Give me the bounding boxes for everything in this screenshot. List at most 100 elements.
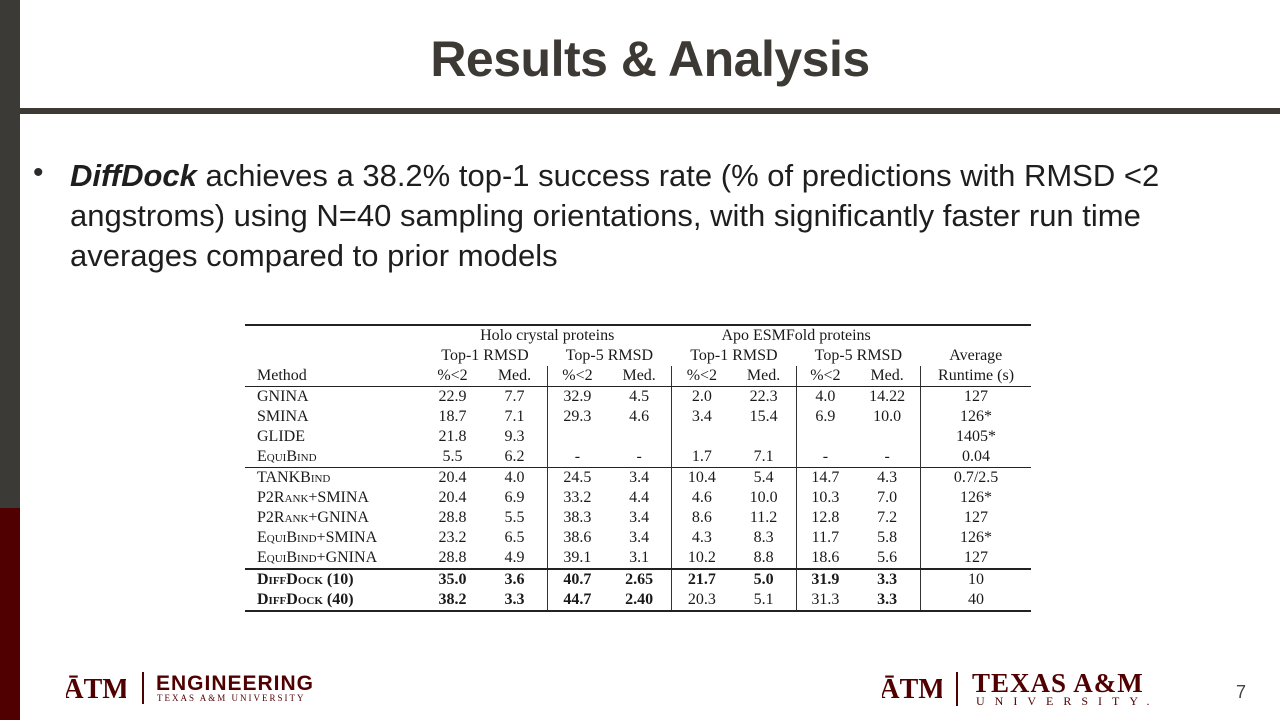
table-group-header-row: Holo crystal proteins Apo ESMFold protei… <box>245 324 1031 346</box>
value-cell: 3.4 <box>671 407 732 427</box>
value-cell: 24.5 <box>546 467 608 488</box>
slide-title: Results & Analysis <box>430 31 870 87</box>
footer-divider-right <box>956 672 958 706</box>
value-cell: 20.3 <box>671 590 732 612</box>
tamu-subtitle: UNIVERSITY. <box>976 694 1160 708</box>
value-cell: 40 <box>920 590 1031 612</box>
value-cell: 4.3 <box>854 467 921 488</box>
table-row: DiffDock (40) 38.2 3.3 44.7 2.40 20.3 5.1 31.3 3… <box>245 590 1031 612</box>
value-cell: 3.1 <box>629 549 650 566</box>
column-header-method: Method <box>245 366 423 387</box>
atm-logo-text: ĀTM <box>882 674 942 704</box>
method-cell: GNINA <box>257 388 309 405</box>
value-cell: 20.4 <box>438 489 467 506</box>
value-cell: 6.9 <box>504 489 525 506</box>
value-cell <box>732 427 797 447</box>
table-subheader-row: Top-1 RMSD Top-5 RMSD Top-1 RMSD Top-5 R… <box>245 346 1031 366</box>
tamu-wordmark: TEXAS A&M <box>972 668 1144 698</box>
column-header: Med. <box>607 366 672 387</box>
table-row: DiffDock (10) 35.0 3.6 40.7 2.65 21.7 5.0 31.9 3… <box>245 568 1031 590</box>
value-cell: - <box>546 447 608 468</box>
value-cell: 33.2 <box>546 488 608 508</box>
value-cell: 4.4 <box>629 489 650 506</box>
value-cell: 8.6 <box>671 508 732 528</box>
value-cell: 39.1 <box>546 548 608 569</box>
value-cell: 4.0 <box>795 386 855 407</box>
value-cell: 10.3 <box>795 488 855 508</box>
value-cell: 11.7 <box>795 528 855 548</box>
value-cell: 10 <box>920 568 1031 590</box>
column-header: Med. <box>731 366 797 387</box>
atm-logo-icon: ĀTM <box>66 674 126 704</box>
value-cell: 28.8 <box>438 509 467 526</box>
value-cell: 127 <box>920 386 1031 407</box>
value-cell: 21.7 <box>671 568 732 590</box>
table-row: GLIDE 21.8 9.3 1405* <box>245 427 1031 447</box>
value-cell: 11.2 <box>749 509 778 526</box>
footer-divider-left <box>142 672 144 704</box>
value-cell: 10.4 <box>671 467 732 488</box>
method-cell: DiffDock (10) <box>245 568 423 590</box>
engineering-subtitle: TEXAS A&M UNIVERSITY <box>157 693 306 703</box>
value-cell: 10.2 <box>671 548 732 569</box>
column-header: %<2 <box>422 366 483 387</box>
value-cell: - <box>636 448 642 465</box>
value-cell: 5.5 <box>504 509 525 526</box>
value-cell: 22.3 <box>749 388 778 405</box>
method-cell: SMINA <box>257 408 309 425</box>
value-cell: 29.3 <box>546 407 608 427</box>
value-cell: 6.2 <box>504 448 525 465</box>
bullet-point: • DiffDock achieves a 38.2% top-1 succes… <box>30 156 1250 276</box>
value-cell: 126* <box>920 528 1031 548</box>
group-header-holo: Holo crystal proteins <box>422 324 672 346</box>
method-cell: EquiBind <box>257 448 317 465</box>
bullet-body: achieves a 38.2% top-1 success rate (% o… <box>70 158 1160 273</box>
value-cell: 4.0 <box>482 467 548 488</box>
value-cell <box>671 427 732 447</box>
value-cell: 2.0 <box>671 386 732 407</box>
table-row: TANKBind 20.4 4.0 24.5 3.4 10.4 5.4 14.7 4.3 0.7/… <box>245 467 1031 488</box>
value-cell: 3.3 <box>482 590 548 612</box>
value-cell: 0.04 <box>920 447 1031 468</box>
value-cell: 127 <box>920 548 1031 569</box>
value-cell: 3.3 <box>854 568 921 590</box>
atm-logo-text: ĀTM <box>66 674 126 704</box>
value-cell: 2.65 <box>607 568 672 590</box>
method-cell: GLIDE <box>257 428 305 445</box>
value-cell: 126* <box>920 407 1031 427</box>
subheader-holo-top1: Top-1 RMSD <box>441 347 529 364</box>
value-cell: 31.9 <box>795 568 855 590</box>
value-cell: 7.7 <box>504 388 525 405</box>
value-cell: 10.0 <box>749 489 778 506</box>
subheader-apo-top1: Top-1 RMSD <box>690 347 778 364</box>
value-cell: 44.7 <box>546 590 608 612</box>
value-cell: 3.6 <box>482 568 548 590</box>
table-row: EquiBind+GNINA 28.8 4.9 39.1 3.1 10.2 8.8 18.6 5… <box>245 548 1031 569</box>
value-cell: 5.0 <box>731 568 797 590</box>
method-cell: DiffDock (40) <box>245 590 423 612</box>
value-cell: 5.6 <box>877 549 898 566</box>
column-header: Med. <box>854 366 921 387</box>
bullet-icon: • <box>33 156 44 189</box>
value-cell: 31.3 <box>795 590 855 612</box>
value-cell: 38.2 <box>422 590 483 612</box>
column-header: %<2 <box>671 366 732 387</box>
value-cell: 28.8 <box>438 549 467 566</box>
table-row: P2Rank+SMINA 20.4 6.9 33.2 4.4 4.6 10.0 10.3 7.0… <box>245 488 1031 508</box>
value-cell <box>546 427 608 447</box>
value-cell: 12.8 <box>795 508 855 528</box>
value-cell: 2.40 <box>607 590 672 612</box>
value-cell: 126* <box>920 488 1031 508</box>
value-cell: 20.4 <box>422 467 483 488</box>
value-cell: 3.4 <box>629 509 650 526</box>
value-cell: 32.9 <box>546 386 608 407</box>
value-cell: 7.2 <box>877 509 898 526</box>
value-cell: 15.4 <box>749 408 778 425</box>
value-cell: 4.6 <box>671 488 732 508</box>
title-underline <box>20 108 1280 114</box>
subheader-average: Average <box>949 347 1003 364</box>
column-header: %<2 <box>546 366 608 387</box>
value-cell: 127 <box>920 508 1031 528</box>
value-cell: - <box>795 447 855 468</box>
left-accent-bar-top <box>0 0 20 508</box>
